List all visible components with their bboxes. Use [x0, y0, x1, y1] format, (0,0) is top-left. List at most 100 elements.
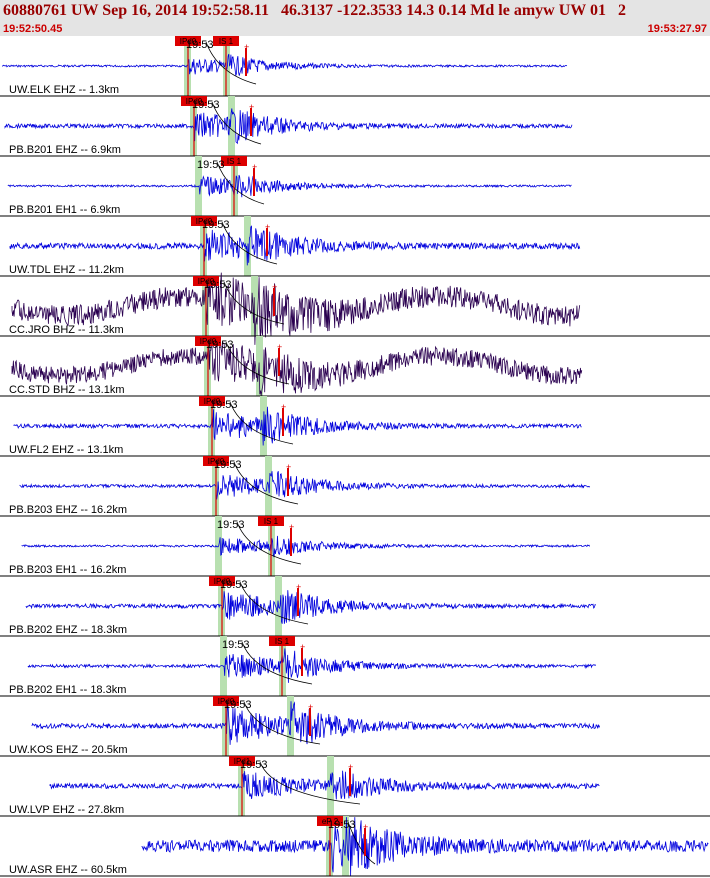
- trace-panel[interactable]: IS 1 +19:53 PB.B203 EH1 -- 16.2km: [0, 516, 710, 577]
- s-window: [228, 96, 235, 156]
- waveform: [13, 406, 582, 446]
- time-label: 19:53: [240, 759, 268, 771]
- start-time: 19:52:50.45: [3, 23, 63, 35]
- station-label: UW.ELK EHZ -- 1.3km: [9, 84, 119, 96]
- plus-marker: +: [244, 42, 249, 52]
- pick-label: IS 1: [275, 637, 290, 646]
- pick-flag[interactable]: [191, 216, 217, 226]
- time-label: 19:53: [186, 39, 214, 51]
- arrival-curve: [205, 41, 257, 85]
- arrival-curve: [221, 221, 278, 265]
- station-label: PB.B202 EH1 -- 18.3km: [9, 684, 126, 696]
- pick-flag[interactable]: [213, 696, 239, 706]
- pick-label: IPd0: [186, 97, 203, 106]
- pick-flag[interactable]: [213, 36, 239, 46]
- pick-label: IPd1: [234, 757, 251, 766]
- pick-label: IPd0: [204, 397, 221, 406]
- trace-panel[interactable]: IPd0 +19:53 UW.TDL EHZ -- 11.2km: [0, 216, 710, 277]
- station-label: UW.KOS EHZ -- 20.5km: [9, 744, 128, 756]
- pick-label: IPd0: [218, 697, 235, 706]
- trace-panel[interactable]: IS 1 +19:53 PB.B201 EH1 -- 6.9km: [0, 156, 710, 217]
- s-window: [327, 756, 334, 816]
- plus-marker: +: [281, 402, 286, 412]
- station-label: UW.ASR EHZ -- 60.5km: [9, 864, 127, 876]
- s-window: [244, 216, 251, 276]
- waveform: [27, 648, 597, 683]
- station-label: UW.FL2 EHZ -- 13.1km: [9, 444, 123, 456]
- trace-panel[interactable]: eP 2 +19:53 UW.ASR EHZ -- 60.5km: [0, 816, 710, 877]
- pick-flag[interactable]: [209, 576, 235, 586]
- arrival-curve: [223, 281, 285, 325]
- station-label: UW.LVP EHZ -- 27.8km: [9, 804, 124, 816]
- time-label: 19:53: [214, 459, 242, 471]
- trace-panel[interactable]: IPd0 +19:53 CC.JRO BHZ -- 11.3km: [0, 272, 710, 345]
- station-label: PB.B203 EH1 -- 16.2km: [9, 564, 126, 576]
- pick-flag[interactable]: [258, 516, 284, 526]
- waveform: [49, 770, 600, 800]
- time-label: 19:53: [202, 219, 230, 231]
- arrival-curve: [225, 341, 290, 385]
- pick-label: IPd0: [214, 577, 231, 586]
- pick-label: IPd0: [200, 337, 217, 346]
- pick-flag[interactable]: [175, 36, 201, 46]
- station-label: PB.B202 EHZ -- 18.3km: [9, 624, 127, 636]
- arrival-curve: [229, 401, 294, 445]
- pick-flag[interactable]: [221, 156, 247, 166]
- station-label: CC.JRO BHZ -- 11.3km: [9, 324, 124, 336]
- trace-panel[interactable]: IPd0 +19:53 UW.FL2 EHZ -- 13.1km: [0, 396, 710, 457]
- trace-panel[interactable]: IPd0 +19:53 PB.B202 EHZ -- 18.3km: [0, 576, 710, 637]
- waveform: [31, 701, 601, 745]
- plus-marker: +: [296, 582, 301, 592]
- waveform: [7, 174, 572, 198]
- pick-flag[interactable]: [317, 816, 343, 826]
- time-label: 19:53: [224, 699, 252, 711]
- plus-marker: +: [265, 222, 270, 232]
- trace-panel[interactable]: IPd1 +19:53 UW.LVP EHZ -- 27.8km: [0, 756, 710, 817]
- plus-marker: +: [363, 822, 368, 832]
- time-label: 19:53: [220, 579, 248, 591]
- arrival-curve: [236, 521, 302, 565]
- waveform: [11, 272, 581, 345]
- trace-panel[interactable]: IPd0 IS 1 +19:53 UW.ELK EHZ -- 1.3km: [0, 36, 710, 97]
- pick-flag[interactable]: [195, 336, 221, 346]
- time-label: 19:53: [328, 819, 356, 831]
- time-label: 19:53: [210, 399, 238, 411]
- seismogram-panel[interactable]: IPd0 IS 1 +19:53 UW.ELK EHZ -- 1.3km IPd0 +19…: [0, 36, 710, 878]
- station-label: PB.B201 EH1 -- 6.9km: [9, 204, 120, 216]
- arrival-curve: [243, 701, 321, 745]
- trace-panel[interactable]: IPd0 +19:53 CC.STD BHZ -- 13.1km: [0, 335, 710, 397]
- arrival-curve: [241, 641, 313, 685]
- pick-flag[interactable]: [269, 636, 295, 646]
- end-time: 19:53:27.97: [647, 23, 707, 35]
- trace-panel[interactable]: IS 1 +19:53 PB.B202 EH1 -- 18.3km: [0, 636, 710, 697]
- trace-panel[interactable]: IPd0 +19:53 PB.B201 EHZ -- 6.9km: [0, 96, 710, 157]
- plus-marker: +: [308, 702, 313, 712]
- arrival-curve: [259, 761, 361, 805]
- arrival-curve: [211, 101, 262, 145]
- station-label: PB.B201 EHZ -- 6.9km: [9, 144, 121, 156]
- pick-flag[interactable]: [193, 276, 219, 286]
- arrival-curve: [216, 161, 265, 205]
- plus-marker: +: [272, 282, 277, 292]
- pick-flag[interactable]: [199, 396, 225, 406]
- pick-flag[interactable]: [181, 96, 207, 106]
- trace-panel[interactable]: IPd0 +19:53 PB.B203 EHZ -- 16.2km: [0, 456, 710, 517]
- plus-marker: +: [289, 522, 294, 532]
- station-label: UW.TDL EHZ -- 11.2km: [9, 264, 124, 276]
- pick-label: IS 1: [264, 517, 279, 526]
- trace-panel[interactable]: IPd0 +19:53 UW.KOS EHZ -- 20.5km: [0, 696, 710, 757]
- pick-flag[interactable]: [203, 456, 229, 466]
- plus-marker: +: [252, 162, 257, 172]
- plus-marker: +: [286, 462, 291, 472]
- pick-label: IPd0: [180, 37, 197, 46]
- time-label: 19:53: [197, 159, 225, 171]
- time-label: 19:53: [206, 339, 234, 351]
- waveform: [11, 335, 583, 396]
- arrival-curve: [239, 581, 309, 625]
- pick-flag[interactable]: [229, 756, 255, 766]
- waveform: [4, 108, 573, 145]
- pick-label: IS 1: [227, 157, 242, 166]
- waveform: [9, 225, 581, 266]
- plus-marker: +: [300, 642, 305, 652]
- waveform: [141, 817, 709, 877]
